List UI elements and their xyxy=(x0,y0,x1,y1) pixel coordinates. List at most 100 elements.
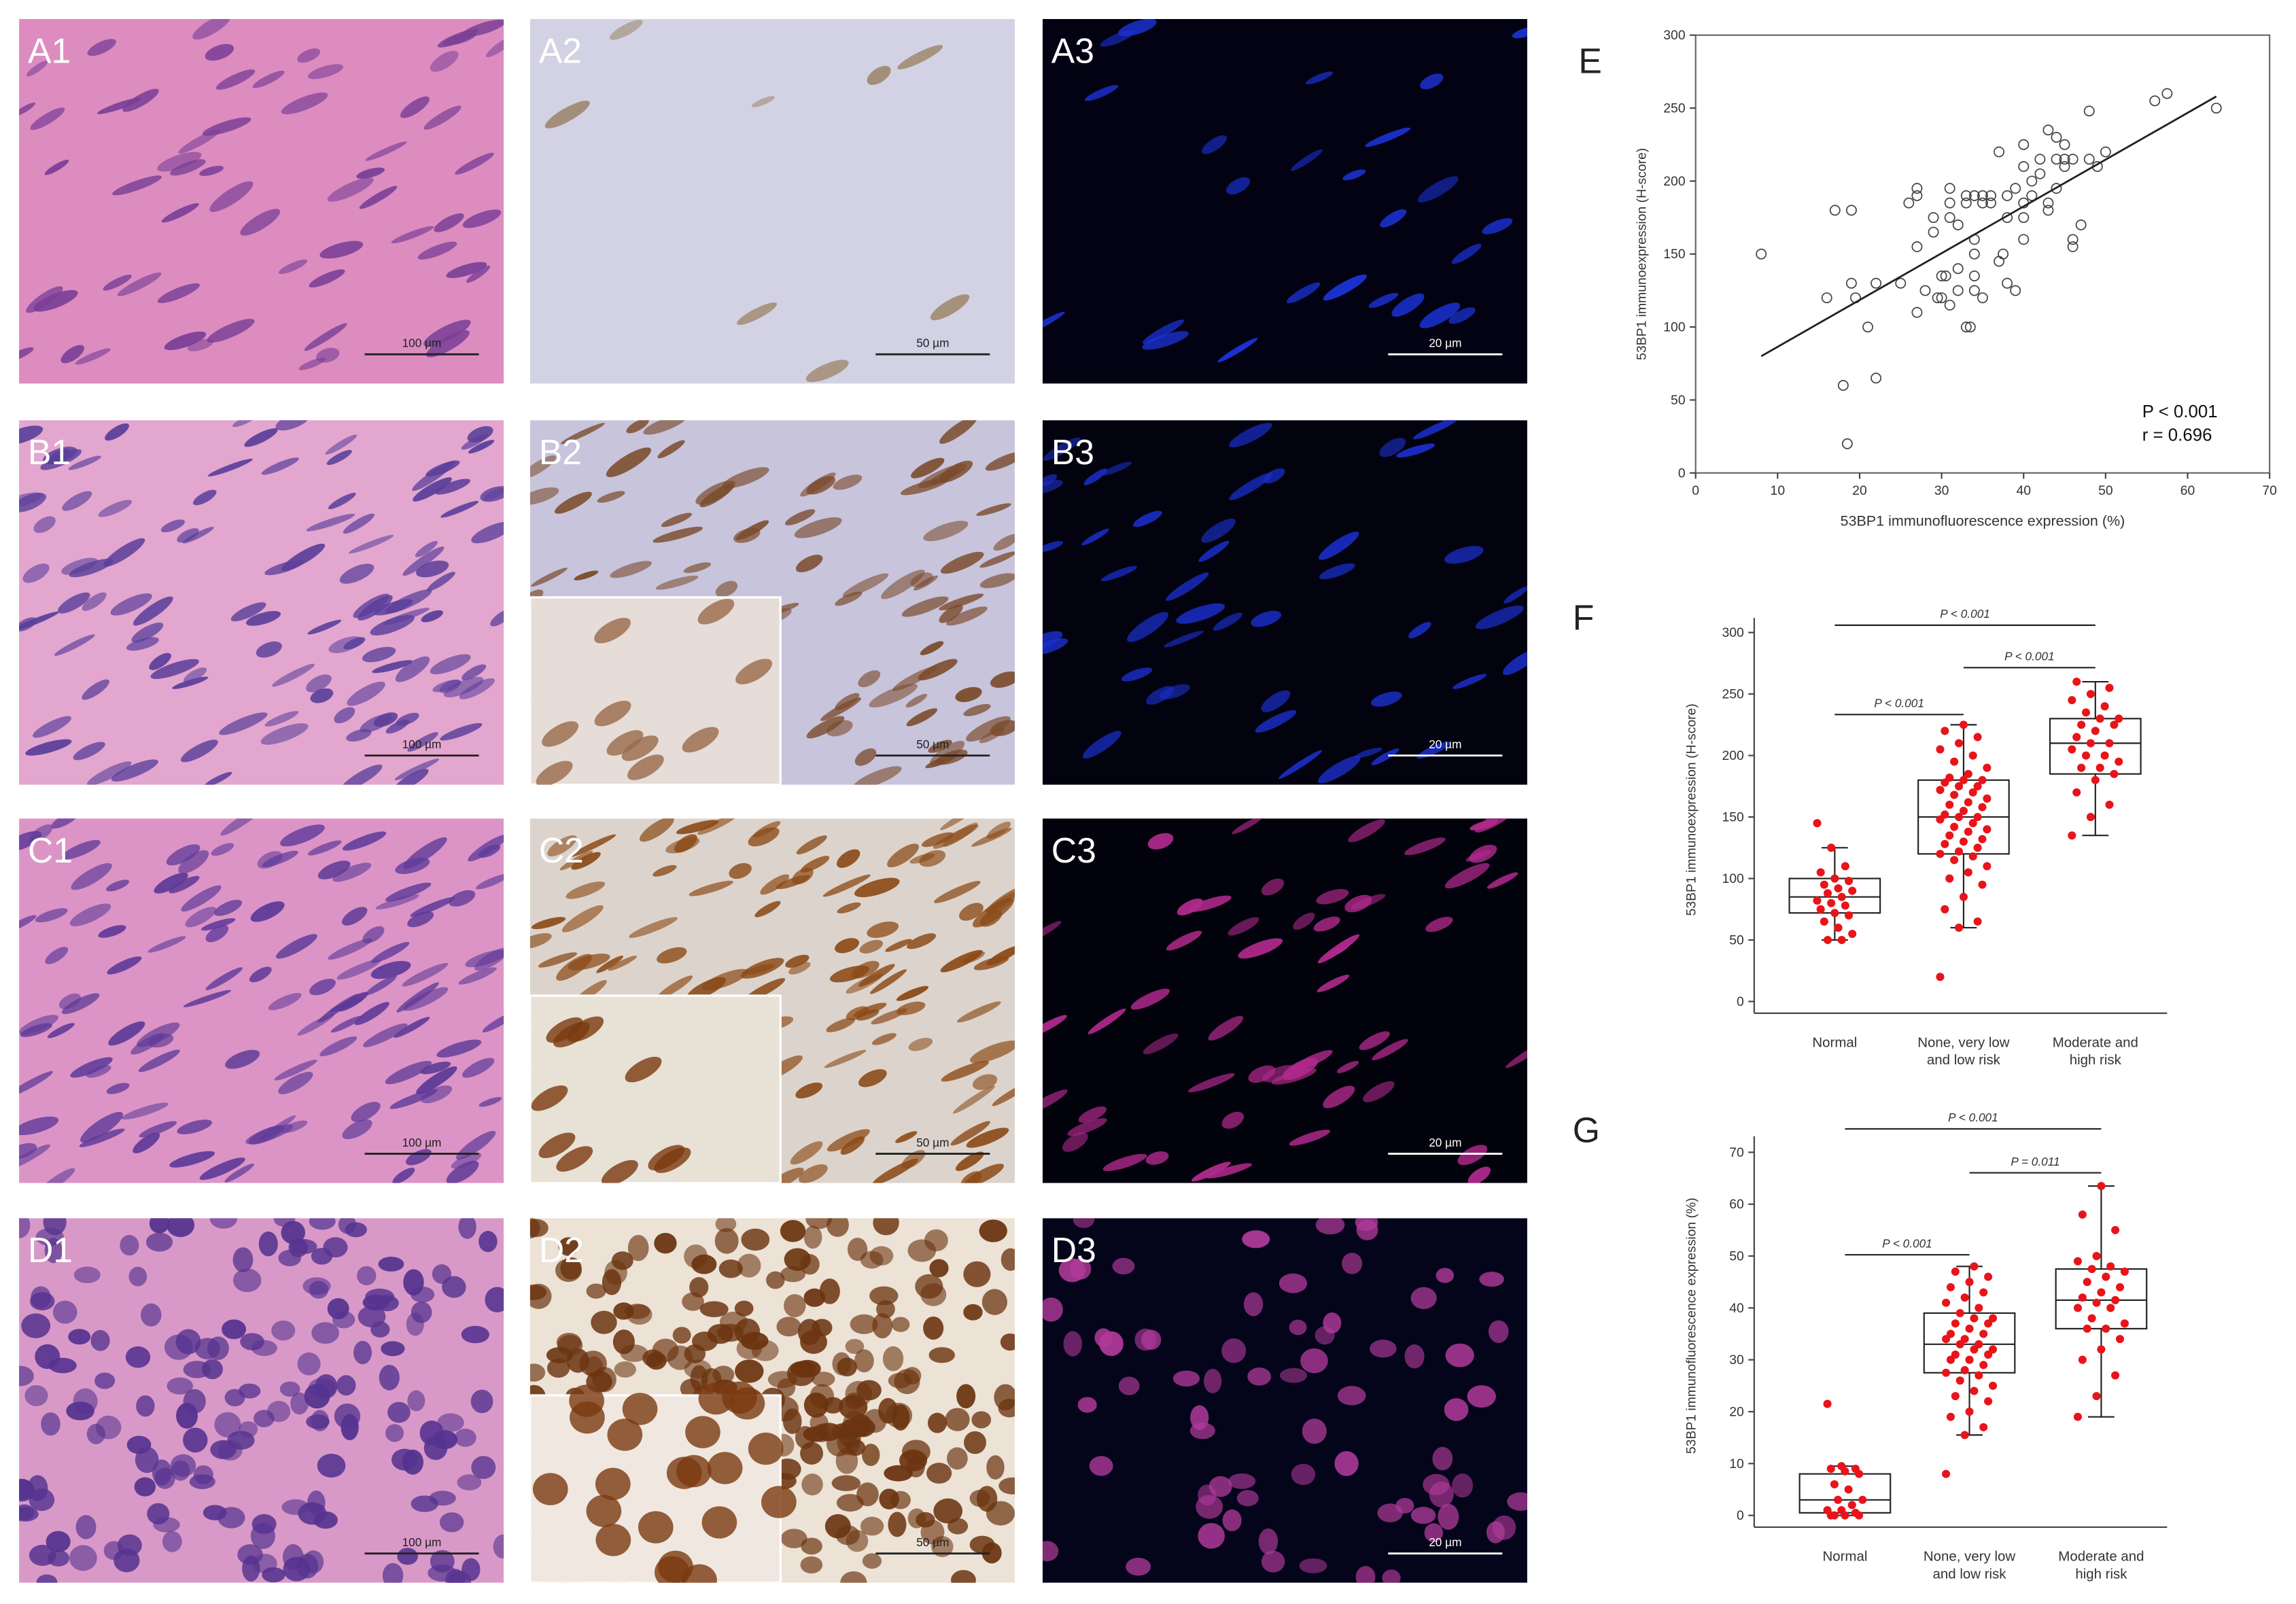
point xyxy=(2083,105,2095,117)
nucleus xyxy=(62,491,92,511)
nucleus xyxy=(133,1132,160,1153)
nucleus xyxy=(547,835,577,857)
nucleus xyxy=(1302,1418,1327,1444)
nucleus xyxy=(46,1531,71,1552)
scale-bar-label: 100 µm xyxy=(402,336,442,350)
nucleus xyxy=(1317,756,1361,784)
inset-nucleus xyxy=(531,1085,568,1111)
nucleus xyxy=(396,712,419,726)
point xyxy=(2092,1298,2101,1307)
nucleus xyxy=(891,1317,910,1332)
nucleus xyxy=(214,1412,241,1437)
nucleus xyxy=(69,903,111,926)
nucleus xyxy=(907,1239,937,1262)
nucleus xyxy=(981,1542,1002,1564)
nucleus xyxy=(881,570,925,599)
nucleus xyxy=(21,1313,51,1338)
nucleus xyxy=(1424,1523,1444,1543)
nucleus xyxy=(1319,563,1355,580)
nucleus xyxy=(654,1232,677,1254)
nucleus xyxy=(462,1558,481,1582)
nucleus xyxy=(800,1254,820,1275)
nucleus xyxy=(73,1388,98,1414)
nucleus xyxy=(430,654,471,675)
y-tick-label: 300 xyxy=(1663,28,1686,43)
nucleus xyxy=(1159,684,1190,700)
nucleus xyxy=(47,1550,69,1567)
nucleus xyxy=(1506,1040,1527,1068)
nucleus xyxy=(1457,1145,1488,1166)
point xyxy=(1959,892,1968,901)
nucleus xyxy=(911,457,945,478)
point xyxy=(2083,1324,2091,1333)
nucleus xyxy=(832,1352,852,1376)
point xyxy=(1968,819,1977,828)
nucleus xyxy=(795,555,823,572)
point xyxy=(1960,190,1972,201)
nucleus xyxy=(1070,1258,1092,1280)
y-tick-label: 0 xyxy=(1678,466,1686,481)
micrograph xyxy=(1042,420,1527,785)
nucleus xyxy=(972,898,1014,928)
nucleus xyxy=(1444,862,1490,889)
nucleus xyxy=(385,1060,432,1085)
point xyxy=(1845,911,1854,920)
nucleus xyxy=(646,1352,667,1370)
point xyxy=(1830,909,1839,918)
nucleus xyxy=(154,872,188,894)
nucleus xyxy=(440,722,483,741)
point xyxy=(1988,1381,1998,1390)
micrograph xyxy=(529,1218,1015,1583)
box xyxy=(1923,1312,2016,1374)
point xyxy=(2068,696,2076,705)
nucleus xyxy=(457,1474,482,1490)
nucleus xyxy=(19,1116,59,1136)
nucleus xyxy=(926,1463,952,1484)
nucleus xyxy=(266,1401,291,1423)
nucleus xyxy=(869,1286,899,1306)
point xyxy=(1985,190,1996,201)
point xyxy=(2110,720,2119,729)
box xyxy=(2055,1268,2148,1329)
nucleus xyxy=(439,679,462,694)
nucleus xyxy=(657,440,685,459)
point xyxy=(1945,773,1954,782)
point xyxy=(1944,197,1955,209)
nucleus xyxy=(1316,889,1349,905)
nucleus xyxy=(963,1304,983,1321)
nucleus xyxy=(785,954,810,968)
nucleus xyxy=(203,1505,227,1520)
nucleus xyxy=(19,1144,50,1171)
point xyxy=(2072,788,2081,797)
nucleus xyxy=(788,962,811,975)
nucleus xyxy=(986,821,1011,839)
point xyxy=(1855,1511,1864,1520)
nucleus xyxy=(733,527,761,543)
nucleus xyxy=(432,1264,451,1284)
nucleus xyxy=(108,1021,145,1046)
point xyxy=(1944,299,1955,311)
nucleus xyxy=(1467,1166,1491,1183)
nucleus xyxy=(75,348,111,365)
point xyxy=(2051,183,2062,194)
nucleus xyxy=(471,1456,496,1480)
y-axis-label: 53BP1 immunoexpression (H-score) xyxy=(1684,703,1699,916)
nucleus xyxy=(183,1389,206,1414)
x-tick-label: and low risk xyxy=(1927,1052,2001,1068)
nucleus xyxy=(853,766,902,785)
nucleus xyxy=(122,88,159,112)
nucleus xyxy=(969,1490,990,1507)
point xyxy=(2102,1324,2110,1333)
nucleus xyxy=(1355,748,1382,758)
point xyxy=(2073,1257,2082,1266)
point xyxy=(2097,1345,2106,1354)
nucleus xyxy=(1187,1073,1235,1093)
nucleus xyxy=(776,1317,801,1337)
nucleus xyxy=(470,1389,493,1414)
inset-nucleus xyxy=(542,721,579,747)
point xyxy=(2073,1304,2082,1312)
nucleus xyxy=(19,102,35,117)
nucleus xyxy=(1143,1033,1179,1055)
x-tick-label: 70 xyxy=(2262,483,2277,498)
point xyxy=(1960,1431,1969,1440)
